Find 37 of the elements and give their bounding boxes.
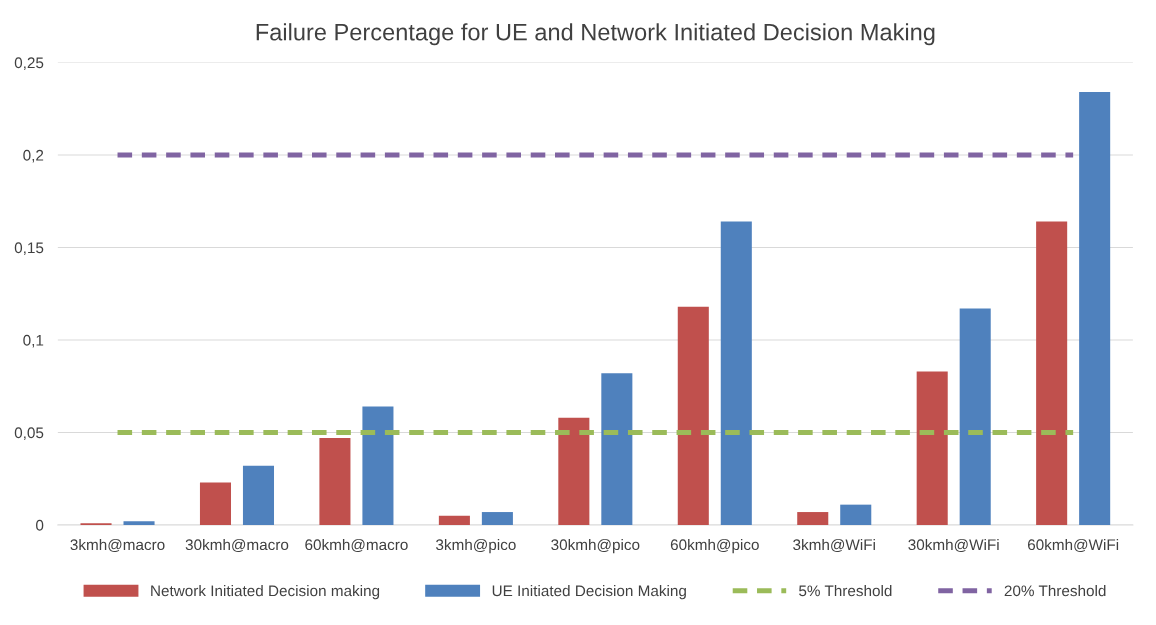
bar (199, 482, 232, 525)
x-tick-label: 30kmh@macro (185, 538, 289, 553)
bar (720, 221, 752, 525)
bar (677, 306, 709, 525)
bar (242, 465, 275, 525)
bar (1079, 92, 1111, 525)
bar (123, 521, 155, 525)
x-tick-label: 30kmh@pico (551, 538, 640, 554)
legend-label: 20% Threshold (1004, 585, 1106, 597)
bar (959, 308, 991, 525)
bar (840, 504, 872, 525)
bar (558, 417, 590, 525)
bar (797, 512, 829, 525)
x-tick-label: 60kmh@pico (670, 538, 759, 554)
chart-title: Failure Percentage for UE and Network Initiated Decision Making (256, 23, 935, 46)
bar (481, 512, 513, 525)
bar (319, 438, 351, 525)
bar (362, 406, 394, 525)
bar (916, 371, 948, 525)
y-tick-label: 0,2 (23, 149, 44, 163)
legend-label: Network Initiated Decision making (151, 585, 380, 600)
x-tick-label: 3kmh@pico (436, 538, 516, 554)
y-tick-label: 0,25 (14, 57, 44, 70)
x-tick-label: 30kmh@WiFi (908, 538, 999, 553)
y-tick-label: 0,05 (14, 427, 44, 440)
x-tick-label: 3kmh@macro (70, 538, 165, 553)
legend-label: UE Initiated Decision Making (492, 585, 686, 600)
x-tick-label: 60kmh@macro (305, 538, 408, 553)
y-tick-label: 0 (36, 519, 44, 531)
bar (438, 515, 470, 525)
bar (601, 373, 633, 525)
y-tick-label: 0,15 (14, 242, 44, 255)
x-tick-label: 3kmh@WiFi (793, 538, 875, 553)
legend-label: 5% Threshold (799, 585, 892, 597)
x-tick-label: 60kmh@WiFi (1027, 538, 1119, 553)
bar (1036, 221, 1068, 525)
y-tick-label: 0,1 (23, 334, 44, 348)
